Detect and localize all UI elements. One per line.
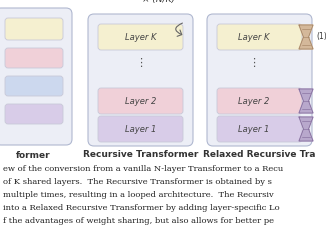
Text: Layer K: Layer K <box>238 33 269 41</box>
Text: into a Relaxed Recursive Transformer by adding layer-specific Lo: into a Relaxed Recursive Transformer by … <box>3 204 280 212</box>
FancyArrowPatch shape <box>176 23 183 36</box>
Text: Layer 2: Layer 2 <box>238 97 269 106</box>
Text: former: former <box>16 151 50 160</box>
Text: Layer 1: Layer 1 <box>238 124 269 134</box>
FancyBboxPatch shape <box>217 24 302 50</box>
FancyBboxPatch shape <box>0 8 72 145</box>
Text: ⋮: ⋮ <box>135 58 146 68</box>
Text: ew of the conversion from a vanilla N-layer Transformer to a Recu: ew of the conversion from a vanilla N-la… <box>3 165 283 173</box>
Polygon shape <box>299 25 313 49</box>
Text: × (N/K): × (N/K) <box>142 0 175 4</box>
FancyBboxPatch shape <box>5 104 63 124</box>
Polygon shape <box>299 117 313 141</box>
FancyBboxPatch shape <box>5 18 63 40</box>
FancyBboxPatch shape <box>98 116 183 142</box>
Text: of K shared layers.  The Recursive Transformer is obtained by s: of K shared layers. The Recursive Transf… <box>3 178 272 186</box>
Text: Relaxed Recursive Tra: Relaxed Recursive Tra <box>203 150 316 159</box>
FancyBboxPatch shape <box>98 24 183 50</box>
FancyBboxPatch shape <box>207 14 312 146</box>
FancyBboxPatch shape <box>88 14 193 146</box>
FancyBboxPatch shape <box>217 116 302 142</box>
FancyBboxPatch shape <box>217 88 302 114</box>
Text: Layer 2: Layer 2 <box>125 97 156 106</box>
Text: ⋮: ⋮ <box>248 58 259 68</box>
Text: Recursive Transformer: Recursive Transformer <box>83 150 198 159</box>
Text: f the advantages of weight sharing, but also allows for better pe: f the advantages of weight sharing, but … <box>3 217 274 225</box>
FancyBboxPatch shape <box>5 48 63 68</box>
Text: Layer K: Layer K <box>125 33 156 41</box>
Text: Layer 1: Layer 1 <box>125 124 156 134</box>
Polygon shape <box>299 89 313 113</box>
Text: (1): (1) <box>316 33 326 41</box>
FancyBboxPatch shape <box>98 88 183 114</box>
FancyBboxPatch shape <box>5 76 63 96</box>
Text: multiple times, resulting in a looped architecture.  The Recursiv: multiple times, resulting in a looped ar… <box>3 191 274 199</box>
